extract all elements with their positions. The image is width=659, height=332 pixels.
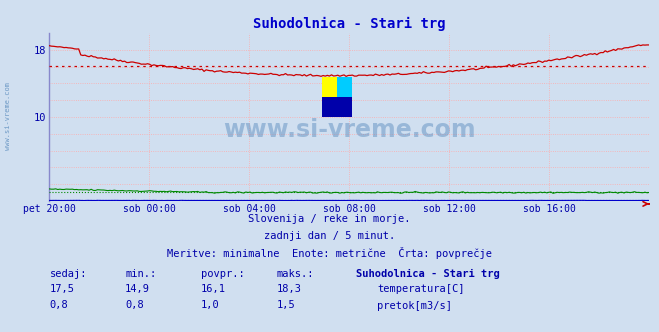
Text: 16,1: 16,1 (201, 284, 226, 294)
Text: Slovenija / reke in morje.: Slovenija / reke in morje. (248, 214, 411, 224)
Text: www.si-vreme.com: www.si-vreme.com (223, 119, 476, 142)
Text: pretok[m3/s]: pretok[m3/s] (377, 301, 452, 311)
Text: 14,9: 14,9 (125, 284, 150, 294)
Text: povpr.:: povpr.: (201, 269, 244, 279)
Text: Suhodolnica - Stari trg: Suhodolnica - Stari trg (356, 269, 500, 279)
Bar (337, 77, 353, 97)
Text: maks.:: maks.: (277, 269, 314, 279)
Text: Meritve: minimalne  Enote: metrične  Črta: povprečje: Meritve: minimalne Enote: metrične Črta:… (167, 247, 492, 259)
Text: 18,3: 18,3 (277, 284, 302, 294)
Bar (322, 97, 353, 117)
Text: 1,0: 1,0 (201, 300, 219, 310)
Text: 0,8: 0,8 (49, 300, 68, 310)
Text: min.:: min.: (125, 269, 156, 279)
Bar (322, 77, 337, 97)
Text: sedaj:: sedaj: (49, 269, 87, 279)
Text: 1,5: 1,5 (277, 300, 295, 310)
Text: www.si-vreme.com: www.si-vreme.com (5, 82, 11, 150)
Text: zadnji dan / 5 minut.: zadnji dan / 5 minut. (264, 231, 395, 241)
Text: temperatura[C]: temperatura[C] (377, 284, 465, 294)
Text: 17,5: 17,5 (49, 284, 74, 294)
Text: 0,8: 0,8 (125, 300, 144, 310)
Title: Suhodolnica - Stari trg: Suhodolnica - Stari trg (253, 17, 445, 31)
